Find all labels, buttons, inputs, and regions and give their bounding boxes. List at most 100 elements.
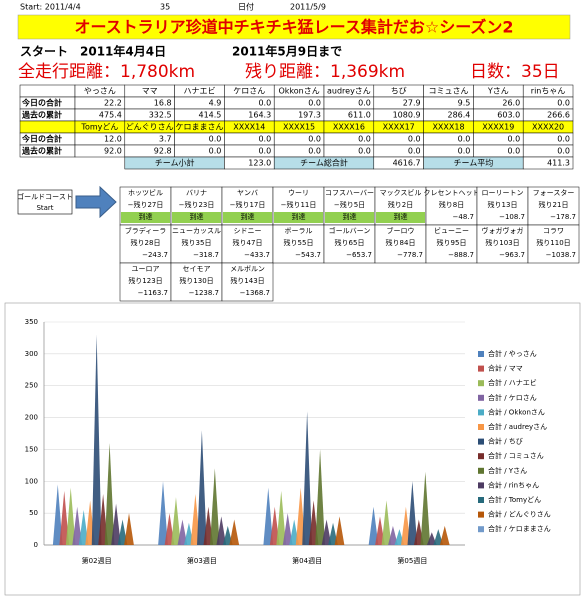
row-label: 今日の合計 (21, 98, 62, 108)
legend-swatch (478, 409, 484, 416)
x-tick-label: 第05週目 (397, 556, 427, 565)
stop-status: 到達 (343, 212, 357, 221)
days: 35 (160, 3, 170, 12)
cell (527, 224, 580, 264)
stop-days: 残り21日 (539, 200, 569, 209)
legend-label: 合計 / ケロさん (488, 393, 537, 402)
cell-value: 332.5 (149, 111, 172, 120)
cone (117, 519, 128, 545)
y-tick-label: 150 (25, 445, 38, 453)
cell-value: 0.0 (209, 147, 222, 156)
y-tick-label: 100 (25, 477, 38, 485)
y-tick-label: 200 (25, 414, 38, 422)
cell-value: 22.2 (104, 99, 122, 108)
cell-value: 3.7 (159, 135, 172, 144)
cell-value: 475.4 (99, 111, 122, 120)
stop-status: −1163.7 (138, 289, 168, 297)
cell-value: 603.0 (497, 111, 520, 120)
cell-value: 9.5 (458, 99, 471, 108)
cell-value: 0.0 (209, 135, 222, 144)
legend-swatch (478, 394, 484, 401)
stop-name: ヴォガヴォガ (482, 226, 524, 235)
cell-value: 0.0 (458, 135, 471, 144)
stop-days: 残り84日 (386, 238, 416, 247)
days-count: 日数：35日 (470, 62, 560, 82)
footer-label: チーム総合計 (300, 158, 348, 168)
stop-days: 残り65日 (335, 238, 365, 247)
row-label: 今日の合計 (21, 134, 62, 144)
until-text: 2011年5月9日まで (232, 44, 342, 59)
cell (476, 224, 529, 264)
cell (170, 224, 223, 264)
legend-label: 合計 / audreyさん (488, 422, 547, 431)
cell (19, 84, 76, 98)
cone (111, 503, 121, 545)
cell-value: 0.0 (358, 147, 371, 156)
footer-value: 4616.7 (393, 159, 421, 168)
column-header: XXXX14 (233, 123, 265, 132)
stop-days: 残り28日 (131, 238, 161, 247)
legend-label: 合計 / ケロままさん (488, 524, 551, 533)
footer-label: チーム平均 (454, 158, 494, 168)
cone (302, 411, 312, 545)
cell (19, 120, 76, 134)
stop-days: 残り103日 (485, 238, 519, 247)
stop-name: ヤンバ (237, 189, 258, 197)
stop-status: −1238.7 (189, 289, 219, 297)
column-header: コミュさん (429, 87, 469, 96)
stop-name: コラワ (543, 227, 564, 235)
cone (426, 532, 437, 545)
legend-swatch (478, 497, 484, 503)
stop-days: 残り95日 (437, 238, 467, 247)
column-header: ママ (142, 87, 158, 96)
cell-value: 0.0 (557, 147, 570, 156)
stop-status: 到達 (139, 212, 153, 221)
column-header: XXXX19 (482, 123, 514, 132)
cone (229, 519, 240, 545)
stop-status: −543.7 (295, 251, 321, 259)
cone (72, 506, 83, 545)
column-header: Yさん (487, 87, 509, 96)
cell-value: 0.0 (557, 135, 570, 144)
legend-label: 合計 / コミュさん (488, 451, 544, 460)
cell (522, 156, 574, 170)
stop-name: ブーロウ (387, 226, 415, 235)
cell (425, 186, 478, 226)
cell-value: 0.0 (308, 147, 321, 156)
cone (216, 516, 227, 545)
reached-cell (121, 212, 170, 223)
reached-cell (172, 212, 221, 223)
course-start-sub: Start (36, 204, 53, 212)
cell-value: 92.0 (104, 147, 122, 156)
legend-label: 合計 / やっさん (488, 349, 537, 358)
stop-days: 残り110日 (536, 238, 570, 247)
legend-swatch (478, 380, 484, 387)
stop-name: ニューカッスル (172, 227, 221, 235)
cell-value: 92.8 (154, 147, 172, 156)
cone (315, 449, 325, 545)
legend-swatch (478, 351, 484, 357)
stop-status: 到達 (292, 212, 306, 221)
legend-swatch (478, 453, 484, 460)
cone (407, 481, 418, 545)
cell-value: 27.9 (403, 99, 421, 108)
stop-status: −243.7 (142, 251, 168, 259)
course-start: ゴールドコースト (17, 192, 73, 201)
legend-swatch (478, 526, 484, 533)
stop-name: ウーリ (288, 189, 309, 197)
stop-name: ユーロア (132, 265, 160, 273)
stop-name: バリナ (186, 189, 207, 197)
reached-cell (376, 212, 425, 223)
cell-value: 197.3 (298, 111, 321, 120)
cone (420, 471, 431, 545)
cone (158, 481, 168, 545)
cone (368, 506, 379, 545)
stop-days: 残り143日 (230, 276, 264, 285)
stop-status: −778.7 (397, 251, 423, 259)
date: 2011/5/9 (290, 3, 326, 12)
cell (221, 262, 274, 302)
cell-value: 0.0 (258, 135, 271, 144)
cone (269, 506, 280, 545)
cell-value: 0.0 (408, 147, 421, 156)
cone (263, 487, 274, 545)
